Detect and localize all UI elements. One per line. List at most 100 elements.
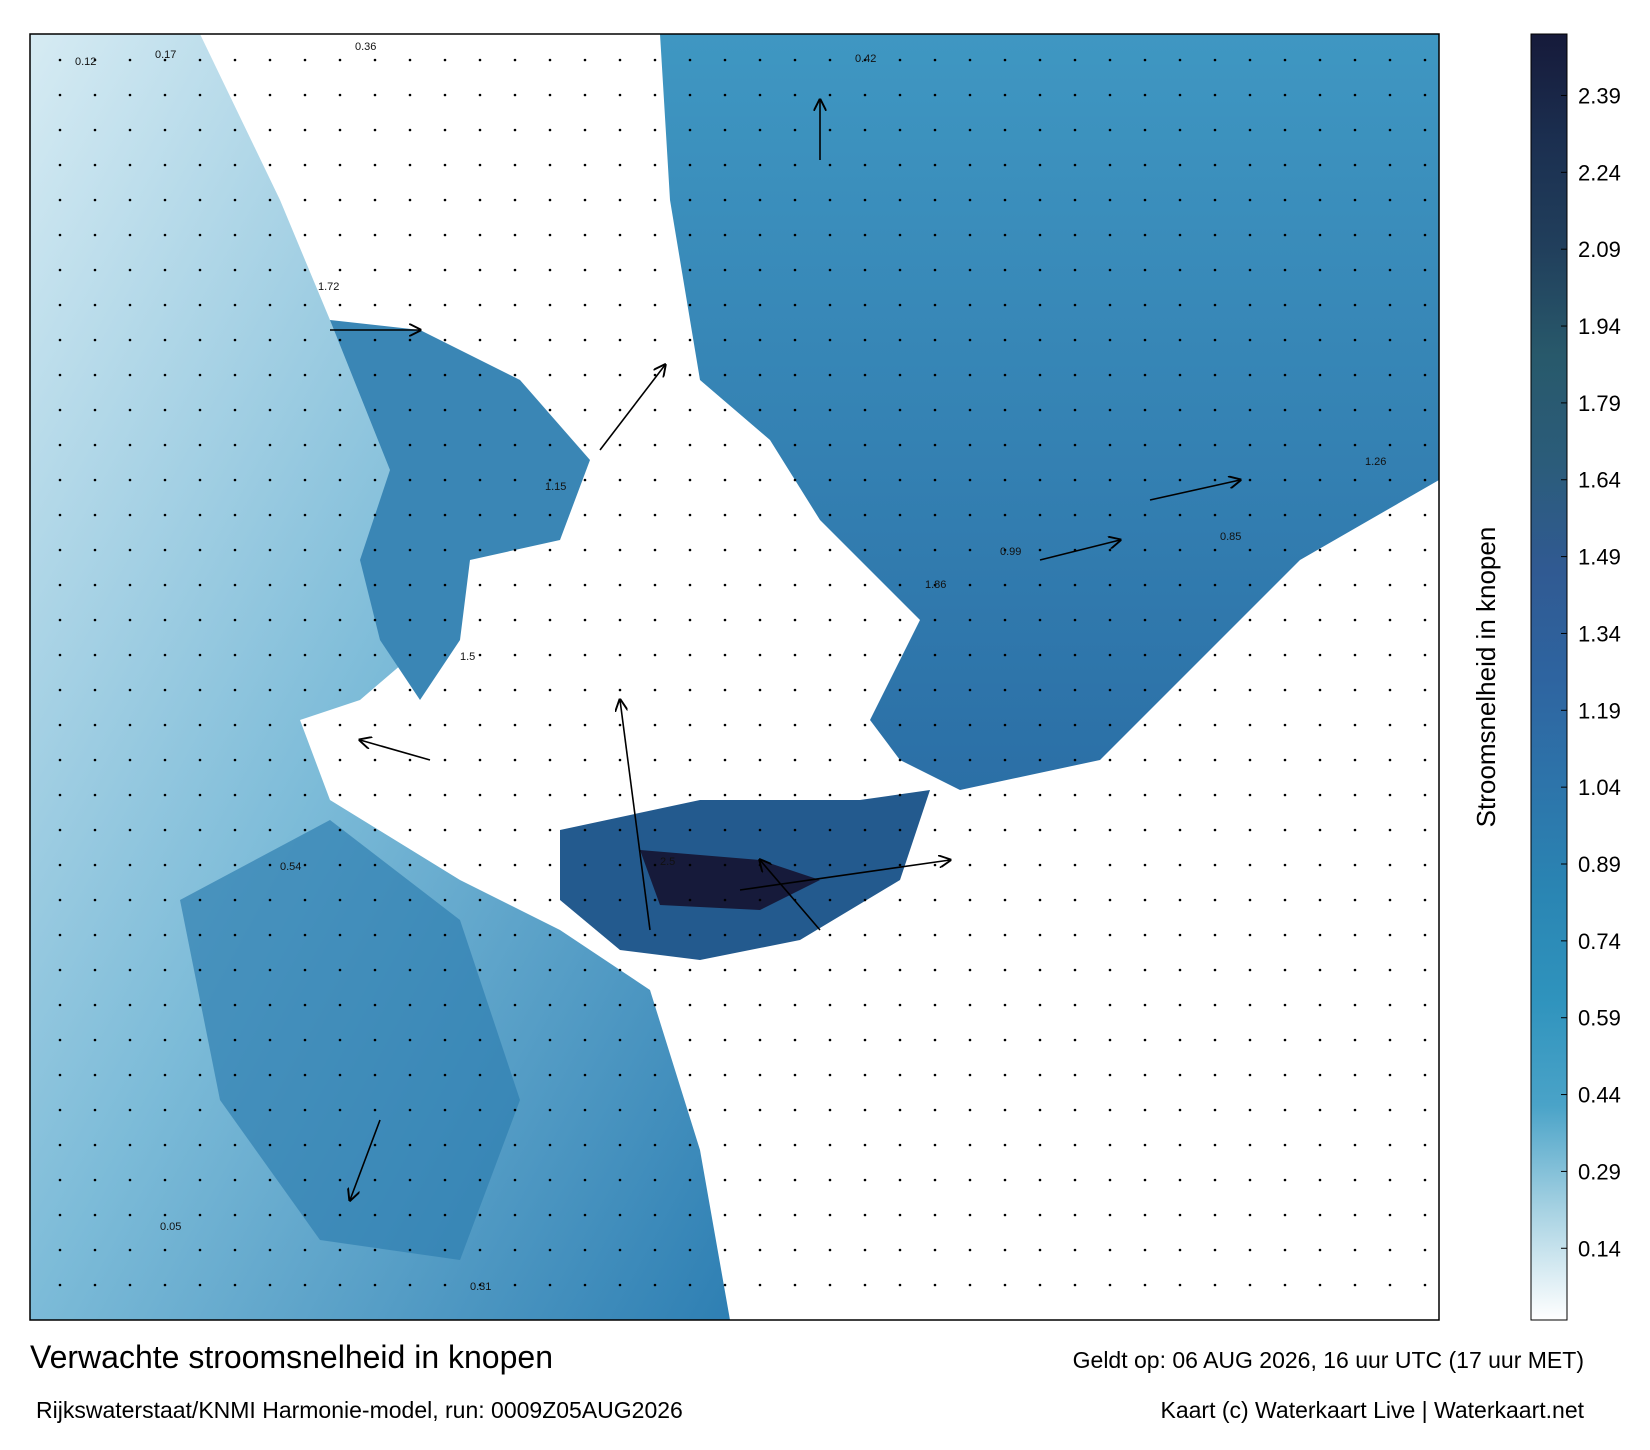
grid-dot xyxy=(688,93,692,97)
grid-dot xyxy=(688,828,692,832)
grid-dot xyxy=(933,863,937,867)
grid-dot xyxy=(443,653,447,657)
grid-dot xyxy=(1038,548,1042,552)
grid-dot xyxy=(1143,933,1147,937)
grid-dot xyxy=(1318,478,1322,482)
grid-dot xyxy=(1388,1108,1392,1112)
grid-dot xyxy=(58,548,62,552)
grid-dot xyxy=(1318,303,1322,307)
grid-dot xyxy=(933,653,937,657)
grid-dot xyxy=(338,1178,342,1182)
grid-dot xyxy=(408,1073,412,1077)
grid-dot xyxy=(513,128,517,132)
grid-dot xyxy=(1423,1178,1427,1182)
grid-dot xyxy=(163,1143,167,1147)
grid-dot xyxy=(1178,548,1182,552)
grid-dot xyxy=(828,163,832,167)
grid-dot xyxy=(373,1003,377,1007)
grid-dot xyxy=(1003,898,1007,902)
grid-dot xyxy=(1073,478,1077,482)
grid-dot xyxy=(688,863,692,867)
grid-dot xyxy=(198,618,202,622)
grid-dot xyxy=(198,653,202,657)
grid-dot xyxy=(1213,443,1217,447)
grid-dot xyxy=(1003,1213,1007,1217)
grid-dot xyxy=(1353,408,1357,412)
grid-dot xyxy=(1353,653,1357,657)
grid-dot xyxy=(128,1213,132,1217)
grid-dot xyxy=(1248,1283,1252,1287)
grid-dot xyxy=(793,688,797,692)
grid-dot xyxy=(1178,1108,1182,1112)
grid-dot xyxy=(1283,933,1287,937)
grid-dot xyxy=(58,303,62,307)
grid-dot xyxy=(688,548,692,552)
grid-dot xyxy=(163,548,167,552)
grid-dot xyxy=(233,373,237,377)
grid-dot xyxy=(1038,163,1042,167)
grid-dot xyxy=(723,163,727,167)
grid-dot xyxy=(1423,583,1427,587)
grid-dot xyxy=(1318,828,1322,832)
grid-dot xyxy=(793,618,797,622)
grid-dot xyxy=(758,1038,762,1042)
grid-dot xyxy=(1178,723,1182,727)
grid-dot xyxy=(653,933,657,937)
grid-dot xyxy=(513,1213,517,1217)
grid-dot xyxy=(618,933,622,937)
grid-dot xyxy=(1003,758,1007,762)
grid-dot xyxy=(758,338,762,342)
grid-dot xyxy=(1318,1143,1322,1147)
grid-dot xyxy=(373,443,377,447)
grid-dot xyxy=(443,863,447,867)
grid-dot xyxy=(618,198,622,202)
grid-dot xyxy=(93,548,97,552)
grid-dot xyxy=(163,373,167,377)
grid-dot xyxy=(338,1248,342,1252)
grid-dot xyxy=(688,1108,692,1112)
grid-dot xyxy=(268,1213,272,1217)
grid-dot xyxy=(233,1248,237,1252)
grid-dot xyxy=(618,1003,622,1007)
grid-dot xyxy=(688,303,692,307)
grid-dot xyxy=(58,653,62,657)
grid-dot xyxy=(58,828,62,832)
grid-dot xyxy=(863,898,867,902)
grid-dot xyxy=(1108,723,1112,727)
grid-dot xyxy=(1248,583,1252,587)
grid-dot xyxy=(968,1108,972,1112)
grid-dot xyxy=(478,933,482,937)
grid-dot xyxy=(1318,513,1322,517)
grid-dot xyxy=(268,1073,272,1077)
grid-dot xyxy=(338,233,342,237)
grid-dot xyxy=(863,303,867,307)
grid-dot xyxy=(128,1283,132,1287)
grid-dot xyxy=(1038,723,1042,727)
grid-dot xyxy=(828,93,832,97)
grid-dot xyxy=(758,793,762,797)
grid-dot xyxy=(723,933,727,937)
grid-dot xyxy=(618,968,622,972)
strait xyxy=(640,850,820,910)
grid-dot xyxy=(1108,653,1112,657)
grid-dot xyxy=(758,198,762,202)
grid-dot xyxy=(513,268,517,272)
grid-dot xyxy=(618,1108,622,1112)
grid-dot xyxy=(373,793,377,797)
grid-dot xyxy=(1073,793,1077,797)
grid-dot xyxy=(1248,653,1252,657)
grid-dot xyxy=(163,58,167,62)
grid-dot xyxy=(723,408,727,412)
colorbar-tick-label: 0.29 xyxy=(1578,1159,1621,1184)
grid-dot xyxy=(303,1073,307,1077)
grid-dot xyxy=(163,233,167,237)
grid-dot xyxy=(93,1178,97,1182)
grid-dot xyxy=(548,443,552,447)
grid-dot xyxy=(1353,478,1357,482)
grid-dot xyxy=(1388,1143,1392,1147)
grid-dot xyxy=(93,233,97,237)
grid-dot xyxy=(233,688,237,692)
grid-dot xyxy=(303,233,307,237)
grid-dot xyxy=(198,933,202,937)
current-arrow xyxy=(350,1119,381,1200)
